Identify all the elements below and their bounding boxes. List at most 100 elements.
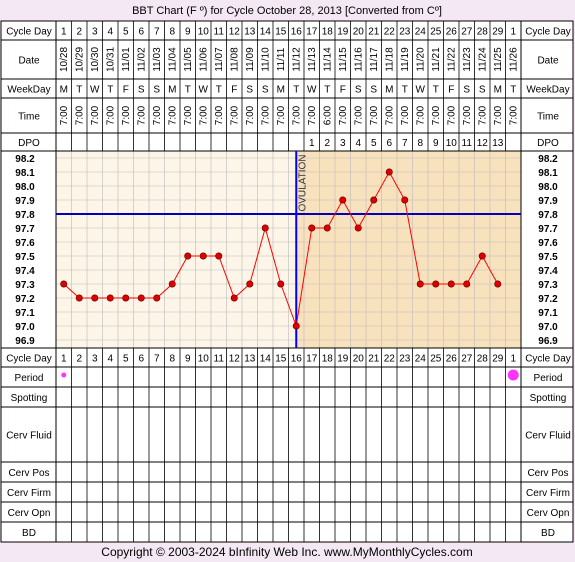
cycle-day-cell-bottom: 10 — [198, 354, 210, 365]
dpo-cell: 2 — [324, 138, 330, 149]
temperature-point — [106, 294, 114, 302]
cerv-pos-row-label-left: Cerv Pos — [8, 468, 49, 479]
time-cell: 7:00 — [291, 105, 302, 125]
cerv-opn-row-label-right: Cerv Opn — [527, 508, 570, 519]
cycle-day-cell: 15 — [275, 27, 287, 38]
cycle-day-cell: 6 — [138, 27, 144, 38]
weekday-row-label-left: WeekDay — [7, 85, 50, 96]
dpo-cell: 10 — [446, 138, 458, 149]
weekday-cell: M — [277, 85, 285, 96]
date-cell: 11/20 — [415, 47, 426, 72]
post-ovulation-background — [296, 151, 521, 348]
date-row-label-left: Date — [18, 56, 40, 67]
y-tick-label-left: 98.2 — [15, 154, 35, 165]
cerv-firm-row-label-left: Cerv Firm — [7, 488, 51, 499]
weekday-cell: S — [138, 85, 145, 96]
cycle-day-cell: 13 — [244, 27, 256, 38]
cycle-day-cell-bottom: 2 — [76, 354, 82, 365]
temperature-point — [370, 196, 378, 204]
cycle-day-cell: 8 — [169, 27, 175, 38]
time-row-label-left: Time — [18, 112, 40, 123]
bd-row-label-right: BD — [541, 528, 555, 539]
y-tick-label-left: 97.6 — [15, 238, 35, 249]
dpo-row-label-right: DPO — [537, 138, 559, 149]
cycle-day-cell: 22 — [384, 27, 396, 38]
cycle-day-cell: 18 — [322, 27, 334, 38]
cycle-day-cell: 21 — [368, 27, 380, 38]
cycle-day-cell-bottom: 11 — [214, 354, 225, 365]
weekday-row-label-right: WeekDay — [526, 85, 569, 96]
cerv-fluid-row-label-right: Cerv Fluid — [525, 431, 571, 442]
time-cell: 7:00 — [245, 105, 256, 125]
date-cell: 11/21 — [431, 47, 442, 72]
cycle-day-cell-bottom: 28 — [477, 354, 489, 365]
date-cell: 10/31 — [105, 47, 116, 72]
cycle-day-cell: 9 — [185, 27, 191, 38]
date-cell: 11/23 — [462, 47, 473, 72]
temperature-point — [91, 294, 99, 302]
cerv-opn-row-label-left: Cerv Opn — [8, 508, 51, 519]
cycle-day-cell-bottom: 1 — [510, 354, 516, 365]
date-cell: 11/03 — [152, 47, 163, 72]
cycle-day-cell-bottom: 25 — [430, 354, 442, 365]
date-cell: 11/05 — [183, 47, 194, 72]
copyright-footer[interactable]: Copyright © 2003-2024 bInfinity Web Inc.… — [101, 545, 472, 559]
date-cell: 11/06 — [198, 47, 209, 72]
period-marker — [507, 369, 519, 381]
time-cell: 7:00 — [214, 105, 225, 125]
temperature-point — [199, 252, 207, 260]
date-cell: 11/14 — [322, 47, 333, 72]
weekday-cell: F — [123, 85, 129, 96]
y-tick-label-right: 97.2 — [538, 294, 558, 305]
dpo-cell: 6 — [386, 138, 392, 149]
weekday-cell: M — [60, 85, 68, 96]
dpo-cell: 9 — [433, 138, 439, 149]
y-tick-label-left: 97.3 — [15, 280, 35, 291]
time-cell: 7:00 — [276, 105, 287, 125]
y-tick-label-left: 97.0 — [15, 322, 35, 333]
cycle-day-row-label-right: Cycle Day — [525, 27, 571, 38]
y-tick-label-left: 97.5 — [15, 252, 35, 263]
weekday-cell: T — [433, 85, 439, 96]
dpo-cell: 8 — [417, 138, 423, 149]
date-cell: 11/22 — [446, 47, 457, 72]
time-cell: 7:00 — [229, 105, 240, 125]
weekday-cell: F — [231, 85, 237, 96]
date-cell: 11/17 — [369, 47, 380, 72]
plot-frame — [55, 150, 522, 349]
temperature-point — [75, 294, 83, 302]
cycle-day-cell: 10 — [198, 27, 210, 38]
time-cell: 7:00 — [121, 105, 132, 125]
weekday-cell: T — [324, 85, 330, 96]
date-cell: 11/01 — [121, 47, 132, 72]
cycle-day-cell: 16 — [291, 27, 303, 38]
temperature-point — [463, 280, 471, 288]
date-cell: 11/13 — [307, 47, 318, 72]
y-tick-label-right: 97.0 — [538, 322, 558, 333]
cycle-day-row-bottom-label-left: Cycle Day — [6, 354, 52, 365]
chart-title: BBT Chart (F º) for Cycle October 28, 20… — [132, 5, 442, 17]
cycle-day-row-label-left: Cycle Day — [6, 27, 52, 38]
y-tick-label-right: 97.8 — [538, 210, 558, 221]
cycle-day-cell-bottom: 6 — [138, 354, 144, 365]
weekday-cell: T — [293, 85, 299, 96]
time-cell: 7:00 — [353, 105, 364, 125]
cycle-day-cell-bottom: 8 — [169, 354, 175, 365]
ovulation-label: OVULATION — [297, 154, 308, 211]
temperature-point — [137, 294, 145, 302]
time-cell: 6:00 — [322, 105, 333, 125]
time-cell: 7:00 — [198, 105, 209, 125]
cycle-day-cell: 3 — [92, 27, 98, 38]
time-row-left-cell — [0, 97, 57, 134]
temperature-point — [339, 196, 347, 204]
temperature-point — [60, 280, 68, 288]
cycle-day-cell-bottom: 15 — [275, 354, 287, 365]
dpo-cell: 7 — [402, 138, 408, 149]
dpo-cell: 3 — [340, 138, 346, 149]
dpo-row-label-left: DPO — [18, 138, 40, 149]
y-tick-label-right: 97.9 — [538, 196, 558, 207]
cycle-day-cell-bottom: 26 — [446, 354, 458, 365]
cycle-day-cell-bottom: 12 — [229, 354, 241, 365]
weekday-cell: F — [340, 85, 346, 96]
